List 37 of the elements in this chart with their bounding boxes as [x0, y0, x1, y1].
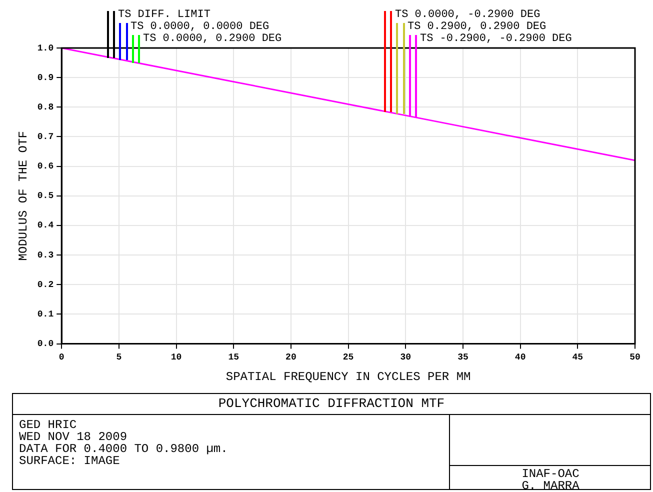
text: INAF-OAC	[522, 467, 580, 481]
text: WED NOV 18 2009	[19, 430, 128, 444]
legend-label: TS 0.0000, 0.2900 DEG	[143, 33, 282, 45]
legend-label: TS 0.2900, 0.2900 DEG	[408, 21, 546, 33]
text: G. MARRA	[522, 479, 580, 492]
y-tick-label: 0.4	[37, 220, 54, 231]
x-tick-label: 25	[342, 352, 354, 362]
x-tick-label: 20	[286, 352, 296, 362]
y-axis-title: MODULUS OF THE OTF	[16, 131, 30, 261]
x-axis-title: SPATIAL FREQUENCY IN CYCLES PER MM	[226, 370, 471, 384]
y-tick-label: 0.7	[37, 132, 54, 142]
x-tick-label: 40	[514, 352, 526, 362]
x-tick-label: 0	[58, 352, 64, 362]
y-tick-label: 0.3	[37, 250, 54, 260]
y-tick-label: 0.5	[37, 191, 54, 202]
y-tick-label: 0.9	[37, 72, 54, 83]
x-tick-label: 10	[170, 352, 182, 362]
x-tick-label: 35	[458, 352, 468, 362]
x-tick-label: 5	[116, 352, 122, 362]
legend-label: TS 0.0000, 0.0000 DEG	[130, 21, 270, 33]
y-tick-label: 0.1	[37, 309, 54, 320]
x-tick-label: 30	[400, 352, 412, 362]
text: GED HRIC	[19, 418, 77, 432]
legend-label: TS -0.2900, -0.2900 DEG	[420, 33, 572, 45]
text: POLYCHROMATIC DIFFRACTION MTF	[13, 394, 650, 415]
text: SURFACE: IMAGE	[19, 454, 120, 468]
y-tick-label: 0.2	[37, 280, 54, 290]
legend-label: TS DIFF. LIMIT	[118, 9, 210, 21]
y-tick-label: 0.6	[37, 162, 54, 172]
y-tick-label: 0.8	[37, 102, 54, 112]
y-tick-label: 1.0	[37, 43, 54, 54]
x-tick-label: 15	[228, 352, 240, 362]
x-tick-label: 45	[572, 352, 584, 362]
x-tick-label: 50	[630, 352, 640, 362]
y-tick-label: 0.0	[37, 339, 54, 350]
text: DATA FOR 0.4000 TO 0.9800 µm.	[19, 442, 228, 456]
legend-label: TS 0.0000, -0.2900 DEG	[395, 9, 540, 21]
